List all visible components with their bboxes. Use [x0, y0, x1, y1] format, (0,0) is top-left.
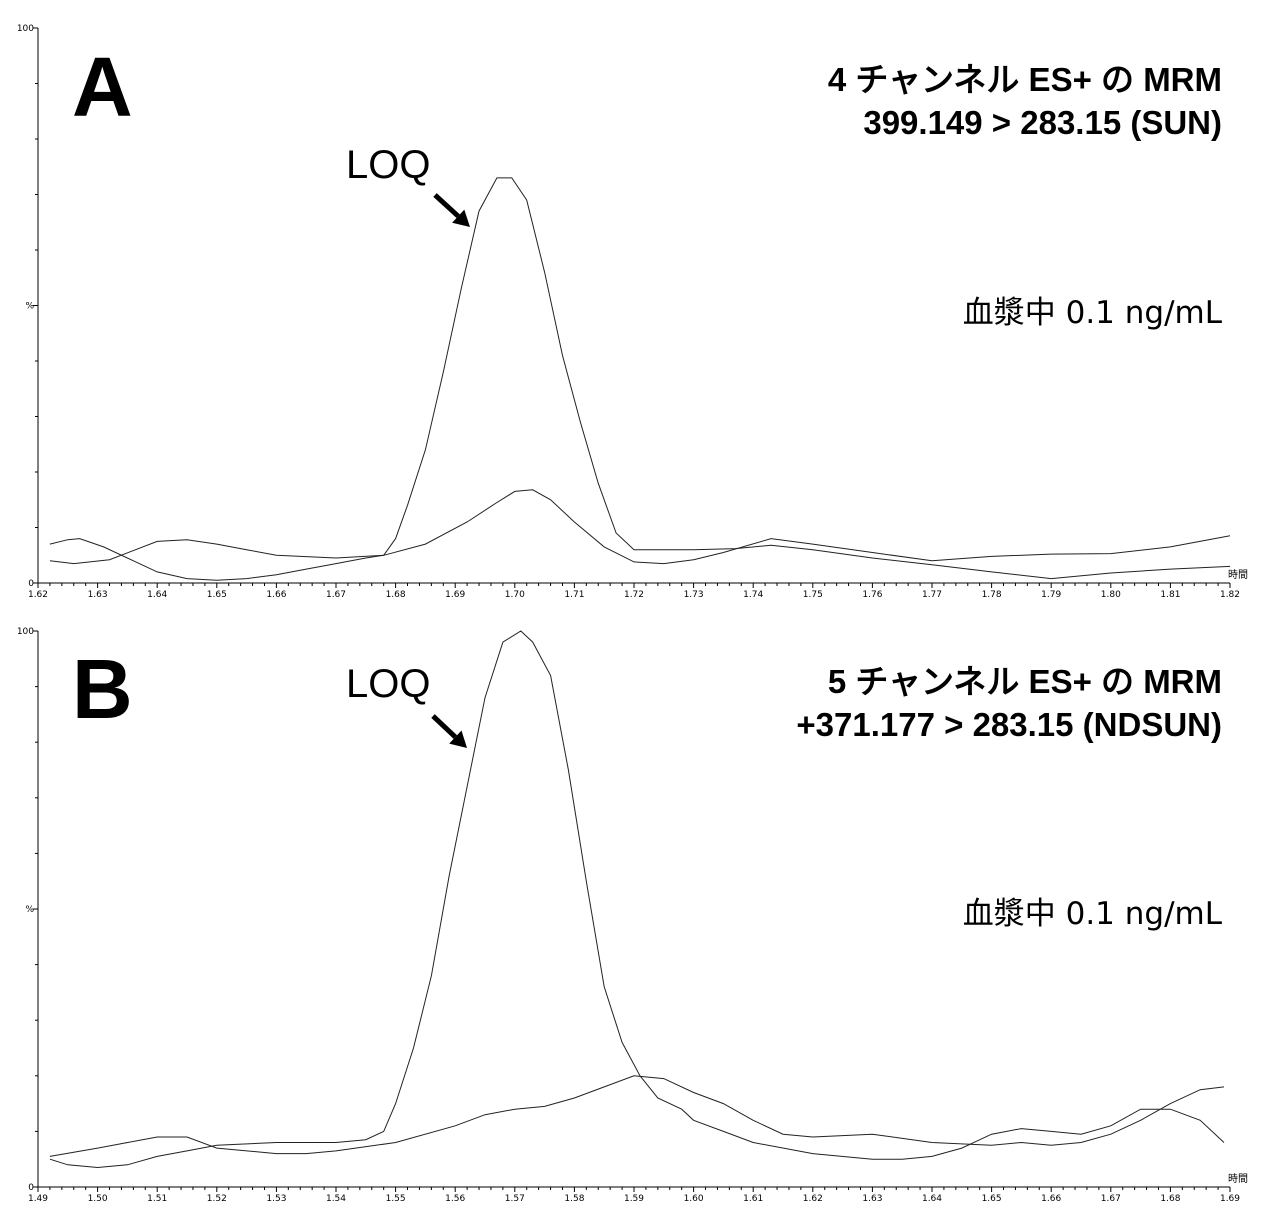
panel-b-title-line-2: +371.177 > 283.15 (NDSUN)	[796, 706, 1222, 743]
panel-b-x-tick-label: 1.68	[1160, 1194, 1180, 1204]
panel-a-letter: A	[72, 40, 133, 134]
panel-a-x-tick-label: 1.78	[982, 590, 1002, 600]
panel-a-x-tick-label: 1.67	[326, 590, 346, 600]
panel-a-x-tick-label: 1.70	[505, 590, 525, 600]
panel-b-loq-arrow-head	[449, 730, 467, 748]
panel-b-loq-arrow	[431, 714, 458, 739]
panel-b-x-tick-label: 1.54	[326, 1194, 346, 1204]
panel-a-x-tick-label: 1.82	[1220, 590, 1240, 600]
panel-a-y-tick-label: 0	[28, 579, 34, 589]
panel-a-concentration-label: 血漿中 0.1 ng/mL	[963, 295, 1223, 331]
panel-b-x-tick-label: 1.56	[445, 1194, 465, 1204]
panel-b-y-tick-label: 100	[17, 627, 34, 637]
panel-b-x-tick-label: 1.66	[1041, 1194, 1061, 1204]
panel-a-x-tick-label: 1.79	[1041, 590, 1061, 600]
panel-b-x-tick-label: 1.57	[505, 1194, 525, 1204]
panel-b-x-tick-label: 1.55	[386, 1194, 406, 1204]
panel-a-x-tick-label: 1.66	[266, 590, 286, 600]
panel-b-x-tick-label: 1.52	[207, 1194, 227, 1204]
panel-b-x-tick-label: 1.59	[624, 1194, 644, 1204]
panel-a-x-tick-label: 1.73	[684, 590, 704, 600]
panel-a-x-tick-label: 1.71	[564, 590, 584, 600]
panel-b-title-line-1: 5 チャンネル ES+ の MRM	[828, 663, 1222, 700]
panel-b-x-tick-label: 1.69	[1220, 1194, 1240, 1204]
panel-b-y-tick-label: 0	[28, 1183, 34, 1193]
panel-b-loq-label: LOQ	[346, 662, 430, 706]
panel-b-x-axis-label: 時間	[1228, 1173, 1248, 1185]
panel-b-x-tick-label: 1.49	[28, 1194, 48, 1204]
panel-a-title-line-2: 399.149 > 283.15 (SUN)	[863, 104, 1222, 141]
panel-b-x-tick-label: 1.60	[684, 1194, 704, 1204]
panel-b-letter: B	[72, 642, 133, 736]
panel-b-x-tick-label: 1.65	[982, 1194, 1002, 1204]
panel-a-x-tick-label: 1.80	[1101, 590, 1121, 600]
panel-a-loq-label: LOQ	[346, 143, 430, 187]
panel-a-x-tick-label: 1.69	[445, 590, 465, 600]
panel-a-x-tick-label: 1.63	[88, 590, 108, 600]
panel-b-x-tick-label: 1.67	[1101, 1194, 1121, 1204]
panel-a-x-tick-label: 1.74	[743, 590, 763, 600]
panel-a-x-tick-label: 1.72	[624, 590, 644, 600]
panel-a-x-tick-label: 1.77	[922, 590, 942, 600]
panel-b-x-tick-label: 1.61	[743, 1194, 763, 1204]
panel-a-trace-2	[49, 489, 1231, 565]
panel-a-x-tick-label: 1.81	[1160, 590, 1180, 600]
panel-a-x-tick-label: 1.68	[386, 590, 406, 600]
panel-a-loq-arrow-head	[452, 209, 470, 227]
panel-b-x-tick-label: 1.64	[922, 1194, 942, 1204]
panel-b-x-tick-label: 1.63	[862, 1194, 882, 1204]
panel-a-x-tick-label: 1.62	[28, 590, 48, 600]
panel-b-y-tick-label: %	[25, 905, 34, 915]
panel-a-x-tick-label: 1.75	[803, 590, 823, 600]
panel-a-trace-1	[49, 177, 1231, 581]
panel-a-loq-arrow	[433, 193, 460, 219]
panel-b-x-tick-label: 1.51	[147, 1194, 167, 1204]
panel-b-x-tick-label: 1.62	[803, 1194, 823, 1204]
panel-a-y-tick-label: %	[25, 302, 34, 312]
panel-b-concentration-label: 血漿中 0.1 ng/mL	[963, 896, 1223, 932]
panel-b-trace-2	[49, 1075, 1225, 1157]
panel-a-y-tick-label: 100	[17, 24, 34, 34]
panel-b-x-tick-label: 1.53	[266, 1194, 286, 1204]
panel-b-x-tick-label: 1.50	[88, 1194, 108, 1204]
panel-a-x-axis-label: 時間	[1228, 569, 1248, 581]
panel-a-x-tick-label: 1.76	[862, 590, 882, 600]
panel-a-x-tick-label: 1.65	[207, 590, 227, 600]
panel-b-x-tick-label: 1.58	[564, 1194, 584, 1204]
panel-a-x-tick-label: 1.64	[147, 590, 167, 600]
panel-a-title-line-1: 4 チャンネル ES+ の MRM	[828, 61, 1222, 98]
panel-b-trace-1	[49, 630, 1225, 1169]
